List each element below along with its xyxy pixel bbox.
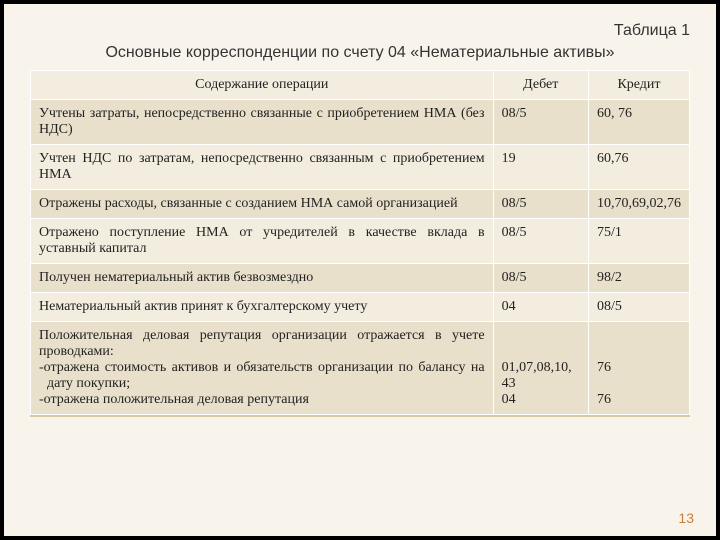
table-row: Положительная деловая репутация организа… <box>31 322 690 415</box>
table-caption: Основные корреспонденции по счету 04 «Не… <box>30 44 690 62</box>
table-wrap: Содержание операции Дебет Кредит Учтены … <box>30 70 690 417</box>
table-row: Отражено поступление НМА от учредителей … <box>31 219 690 264</box>
cell-op: Учтены затраты, непосредственно связанны… <box>31 100 494 145</box>
cell-credit: 10,70,69,02,76 <box>588 190 689 219</box>
table-row: Учтены затраты, непосредственно связанны… <box>31 100 690 145</box>
cell-op: Учтен НДС по затратам, непосредственно с… <box>31 145 494 190</box>
col-debit-header: Дебет <box>493 71 588 100</box>
cell-credit: 60,76 <box>588 145 689 190</box>
cell-op: Положительная деловая репутация организа… <box>31 322 494 415</box>
cell-debit: 08/5 <box>493 190 588 219</box>
cell-credit: 76 76 <box>588 322 689 415</box>
table-number: Таблица 1 <box>30 22 690 40</box>
accounts-table: Содержание операции Дебет Кредит Учтены … <box>30 70 690 415</box>
cell-debit: 19 <box>493 145 588 190</box>
cell-op: Отражены расходы, связанные с созданием … <box>31 190 494 219</box>
cell-op-bullet: -отражена стоимость активов и обязательс… <box>39 360 485 392</box>
cell-op-bullet: -отражена положительная деловая репутаци… <box>39 392 485 408</box>
cell-op: Отражено поступление НМА от учредителей … <box>31 219 494 264</box>
cell-op-intro: Положительная деловая репутация организа… <box>39 328 485 360</box>
table-row: Получен нематериальный актив безвозмездн… <box>31 264 690 293</box>
cell-debit: 01,07,08,10, 43 04 <box>493 322 588 415</box>
cell-debit: 08/5 <box>493 219 588 264</box>
cell-credit: 75/1 <box>588 219 689 264</box>
cell-debit: 04 <box>493 293 588 322</box>
cell-credit: 98/2 <box>588 264 689 293</box>
slide: Таблица 1 Основные корреспонденции по сч… <box>0 0 720 540</box>
table-row: Нематериальный актив принят к бухгалтерс… <box>31 293 690 322</box>
col-credit-header: Кредит <box>588 71 689 100</box>
cell-op: Получен нематериальный актив безвозмездн… <box>31 264 494 293</box>
cell-debit: 08/5 <box>493 264 588 293</box>
col-op-header: Содержание операции <box>31 71 494 100</box>
cell-op: Нематериальный актив принят к бухгалтерс… <box>31 293 494 322</box>
cell-credit: 08/5 <box>588 293 689 322</box>
page-number: 13 <box>678 510 694 526</box>
cell-debit: 08/5 <box>493 100 588 145</box>
table-row: Отражены расходы, связанные с созданием … <box>31 190 690 219</box>
table-header-row: Содержание операции Дебет Кредит <box>31 71 690 100</box>
cell-credit: 60, 76 <box>588 100 689 145</box>
table-row: Учтен НДС по затратам, непосредственно с… <box>31 145 690 190</box>
